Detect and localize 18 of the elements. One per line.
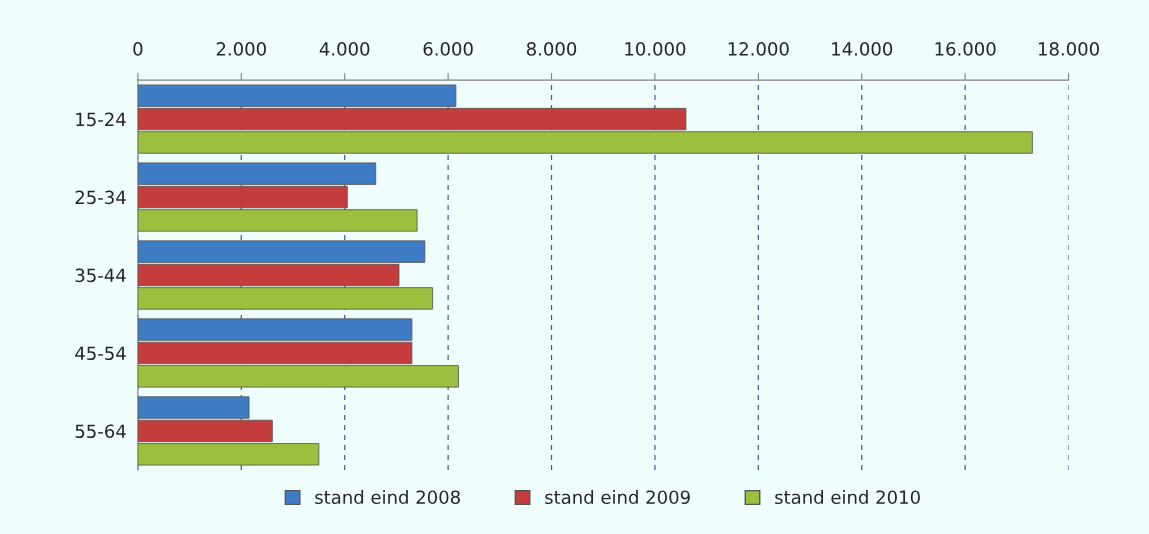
legend-label: stand eind 2008 [315,490,460,505]
x-tick-label: 12.000 [728,42,789,56]
y-tick-label: 35-44 [75,268,126,283]
legend-label: stand eind 2010 [775,490,920,505]
x-tick-label: 16.000 [935,42,996,56]
x-tick-label: 14.000 [832,42,893,56]
y-tick-label: 25-34 [75,190,126,205]
x-tick-label: 6.000 [423,42,473,56]
legend-label: stand eind 2009 [545,490,690,505]
x-tick-label: 0 [133,42,143,56]
x-tick-label: 4.000 [319,42,370,56]
y-tick-label: 55-64 [75,424,126,439]
x-tick-label: 18.000 [1038,42,1099,56]
y-tick-label: 15-24 [76,112,126,127]
x-tick-label: 10.000 [625,42,686,56]
x-tick-label: 2.000 [216,42,266,56]
x-tick-label: 8.000 [526,42,577,56]
y-tick-label: 45-54 [75,346,126,361]
